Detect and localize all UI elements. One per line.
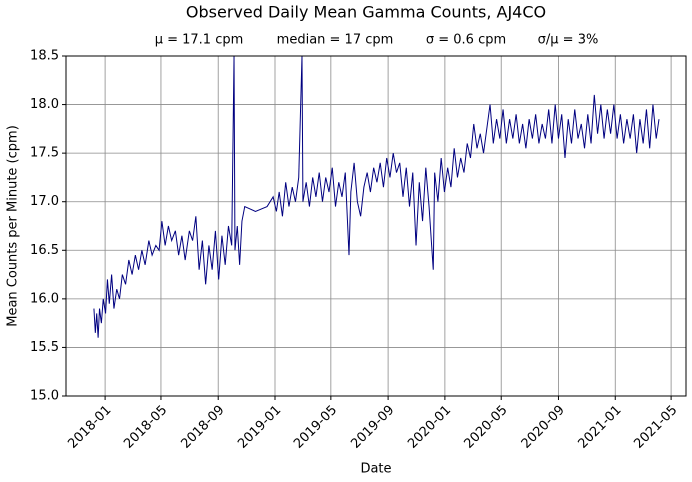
x-tick-label: 2021-01: [576, 403, 625, 452]
annotation: median = 17 cpm: [277, 33, 394, 48]
y-tick-label: 15.5: [30, 340, 59, 355]
y-tick-label: 16.0: [30, 291, 59, 306]
annotation: σ = 0.6 cpm: [426, 33, 506, 48]
x-tick-label: 2018-09: [178, 403, 227, 452]
annotation: σ/μ = 3%: [538, 33, 599, 48]
annotation: μ = 17.1 cpm: [155, 33, 244, 48]
y-tick-label: 17.0: [30, 194, 59, 209]
x-tick-label: 2020-09: [519, 403, 568, 452]
x-tick-label: 2020-01: [405, 403, 454, 452]
y-tick-label: 15.0: [30, 389, 59, 404]
plot-frame: [65, 55, 687, 397]
x-axis-label: Date: [360, 462, 391, 477]
y-axis-label: Mean Counts per Minute (cpm): [6, 125, 21, 327]
x-tick-label: 2019-01: [235, 403, 284, 452]
chart-title: Observed Daily Mean Gamma Counts, AJ4CO: [186, 3, 546, 22]
y-tick-label: 16.5: [30, 243, 59, 258]
x-tick-label: 2020-05: [461, 403, 510, 452]
x-tick-label: 2019-05: [291, 403, 340, 452]
x-tick-label: 2018-05: [121, 403, 170, 452]
y-tick-label: 18.0: [30, 97, 59, 112]
x-tick-label: 2019-09: [348, 403, 397, 452]
y-tick-label: 17.5: [30, 146, 59, 161]
x-tick-label: 2018-01: [65, 403, 114, 452]
y-tick-label: 18.5: [30, 49, 59, 64]
data-line: [93, 55, 660, 338]
x-tick-label: 2021-05: [631, 403, 680, 452]
